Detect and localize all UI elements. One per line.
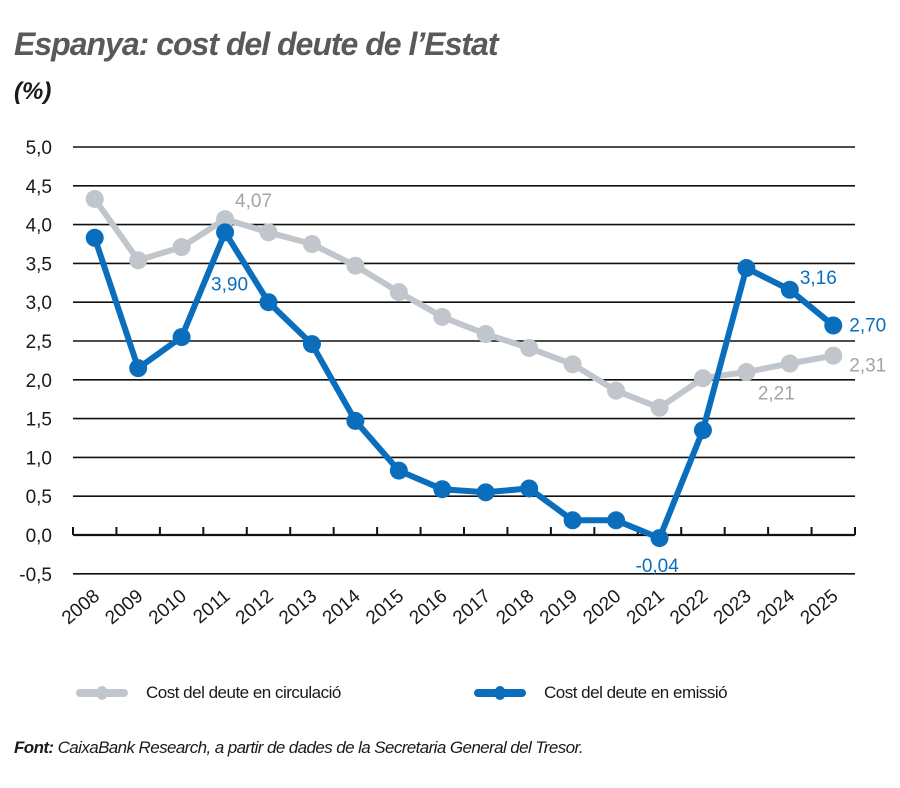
x-tick-label: 2019 [536,586,582,629]
x-tick-label: 2017 [449,586,495,629]
y-axis-unit: (%) [14,78,52,105]
line-chart: 5,0 4,5 4,0 3,5 3,0 2,5 2,0 1,5 1,0 0,5 0,0 -0,5 20… [19,138,886,629]
data-point-marker[interactable] [85,189,104,208]
data-point-marker[interactable] [737,363,756,382]
data-point-marker[interactable] [476,483,495,502]
x-tick-label: 2025 [797,586,843,629]
source-note: Font: CaixaBank Research, a partir de da… [14,738,584,758]
x-tick-label: 2023 [710,586,756,629]
legend-label-emission: Cost del deute en emissió [544,683,728,702]
data-point-marker[interactable] [433,307,452,326]
data-label: 3,90 [211,274,248,295]
x-tick-label: 2022 [666,586,712,629]
x-tick-label: 2012 [232,586,278,629]
x-tick-label: 2024 [753,585,799,629]
data-point-marker[interactable] [607,511,626,530]
y-axis-ticks: 5,0 4,5 4,0 3,5 3,0 2,5 2,0 1,5 1,0 0,5 0,0 -0,5 [19,138,52,586]
x-tick-label: 2013 [275,586,321,629]
data-point-marker[interactable] [824,346,843,365]
data-point-marker[interactable] [433,480,452,499]
data-point-marker[interactable] [563,355,582,374]
data-point-marker[interactable] [129,251,148,270]
data-labels: 4,07 3,90 -0,04 3,16 2,70 2,21 2,31 [211,191,886,577]
data-point-marker[interactable] [389,461,408,480]
data-point-marker[interactable] [693,421,712,440]
data-point-marker[interactable] [346,411,365,430]
source-prefix: Font: [14,738,54,757]
series-circulation-line [91,196,837,411]
y-tick-label: 5,0 [26,138,52,159]
data-point-marker[interactable] [476,325,495,344]
data-point-marker[interactable] [172,238,191,257]
gridlines [73,146,855,575]
y-tick-label: 2,5 [26,332,52,353]
data-point-marker[interactable] [216,223,235,242]
legend-line-marker-icon [76,686,128,700]
x-tick-label: 2010 [145,586,191,629]
y-tick-label: 4,0 [26,216,52,237]
x-tick-label: 2016 [406,586,452,629]
data-point-marker[interactable] [520,479,539,498]
data-series [85,189,843,548]
x-axis-ticks: 2008200920102011201220132014201520162017… [58,527,856,629]
source-text: CaixaBank Research, a partir de dades de… [53,738,584,757]
data-label: 4,07 [235,191,272,212]
x-tick-label: 2020 [579,586,625,629]
data-point-marker[interactable] [563,511,582,530]
chart-title: Espanya: cost del deute de l’Estat [14,26,498,62]
x-tick-label: 2021 [623,586,669,629]
x-tick-label: 2014 [319,585,365,629]
data-label: 2,70 [849,315,886,336]
y-tick-label: 0,0 [26,526,52,547]
data-point-marker[interactable] [302,235,321,253]
legend-label-circulation: Cost del deute en circulació [146,683,341,702]
data-point-marker[interactable] [259,223,278,242]
y-tick-label: 4,5 [26,177,52,198]
x-tick-label: 2018 [492,586,538,629]
data-point-marker[interactable] [85,228,104,247]
legend-item-emission[interactable]: Cost del deute en emissió [474,678,728,708]
legend-line-marker-icon [474,686,526,700]
chart-legend: Cost del deute en circulació Cost del de… [0,678,900,708]
y-tick-label: -0,5 [19,565,52,586]
x-tick-label: 2008 [58,586,104,629]
data-label: 3,16 [800,268,837,289]
y-tick-label: 3,5 [26,254,52,275]
x-tick-label: 2011 [189,586,234,628]
data-point-marker[interactable] [389,283,408,302]
data-point-marker[interactable] [346,256,365,275]
data-point-marker[interactable] [607,381,626,400]
data-point-marker[interactable] [737,259,756,278]
y-tick-label: 3,0 [26,293,52,314]
data-point-marker[interactable] [780,280,799,299]
series-emission-line [91,229,837,542]
y-tick-label: 0,5 [26,487,52,508]
data-label: 2,31 [849,356,886,377]
x-tick-label: 2009 [101,586,147,629]
y-tick-label: 1,0 [26,448,52,469]
legend-item-circulation[interactable]: Cost del deute en circulació [76,678,341,708]
data-label: 2,21 [758,384,795,405]
data-point-marker[interactable] [824,316,843,335]
data-point-marker[interactable] [259,293,278,312]
data-label: -0,04 [636,556,680,577]
x-tick-label: 2015 [362,586,408,629]
data-point-marker[interactable] [172,328,191,347]
data-point-marker[interactable] [693,369,712,388]
y-tick-label: 1,5 [26,410,52,431]
data-point-marker[interactable] [780,354,799,373]
data-point-marker[interactable] [650,529,669,548]
data-point-marker[interactable] [650,398,669,417]
data-point-marker[interactable] [302,335,321,354]
data-point-marker[interactable] [216,210,235,229]
y-tick-label: 2,0 [26,371,52,392]
data-point-marker[interactable] [129,359,148,378]
data-point-marker[interactable] [520,338,539,357]
